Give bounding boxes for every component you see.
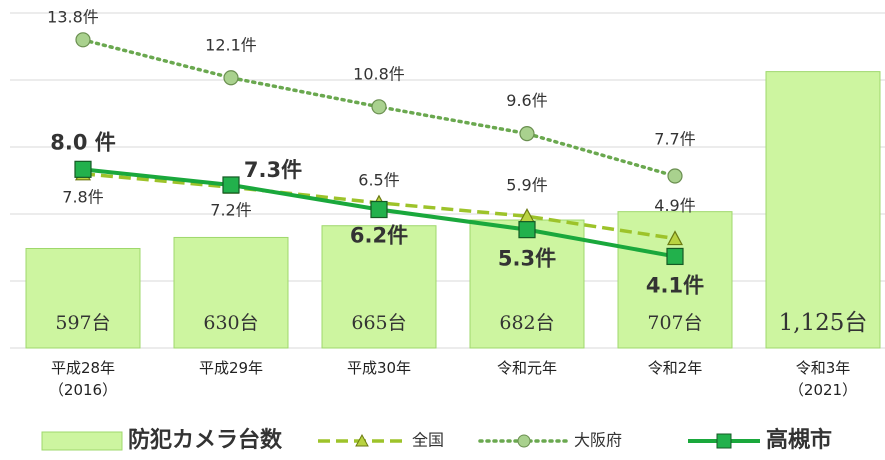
bar-value-label: 1,125台 [779,310,868,336]
legend-marker [716,433,732,449]
bar [321,225,437,349]
point [75,32,91,48]
point [74,160,92,178]
line-value-label: 7.8件 [62,187,103,206]
point [519,126,535,142]
bar [25,248,141,349]
bar [173,236,289,349]
point [666,230,684,246]
line-value-label: 7.2件 [210,201,251,220]
x-tick-label: 平成29年 [198,359,264,377]
legend-marker [355,433,369,447]
x-tick-label: 平成28年 （2016） [48,359,118,399]
point [371,99,387,115]
bar-value-label: 682台 [499,312,554,334]
line-value-label: 6.2件 [350,224,408,248]
line-value-label: 5.9件 [506,176,547,195]
bar-value-label: 665台 [351,312,406,334]
line-value-label: 7.3件 [244,158,302,182]
legend-label: 大阪府 [574,431,622,450]
bar-value-label: 630台 [203,312,258,334]
bar [765,71,881,349]
point [667,168,683,184]
line-value-label: 12.1件 [205,35,257,54]
point [666,247,684,266]
line-value-label: 6.5件 [358,170,399,189]
x-tick-label: 平成30年 [346,359,412,377]
bar-value-label: 707台 [647,312,702,334]
point [223,70,239,86]
x-tick-label: 令和3年 （2021） [788,359,858,399]
line-value-label: 4.9件 [654,196,695,215]
legend-label: 防犯カメラ台数 [128,427,283,453]
line-value-label: 8.0 件 [50,130,116,154]
line-value-label: 9.6件 [506,91,547,110]
legend-marker [517,434,531,448]
x-tick-label: 令和元年 [496,359,557,377]
line-value-label: 7.7件 [654,130,695,149]
point [370,200,388,219]
x-tick-label: 令和2年 [647,359,703,377]
point [222,176,240,194]
bar-value-label: 597台 [55,312,110,334]
legend-swatch [41,431,123,451]
point [518,221,536,239]
legend-label: 全国 [412,431,444,450]
bar [469,219,585,349]
line-value-label: 4.1件 [646,273,704,297]
legend-label: 高槻市 [766,427,832,453]
line-value-label: 10.8件 [353,64,405,83]
line-value-label: 5.3件 [498,247,556,271]
line-value-label: 13.8件 [47,7,99,26]
